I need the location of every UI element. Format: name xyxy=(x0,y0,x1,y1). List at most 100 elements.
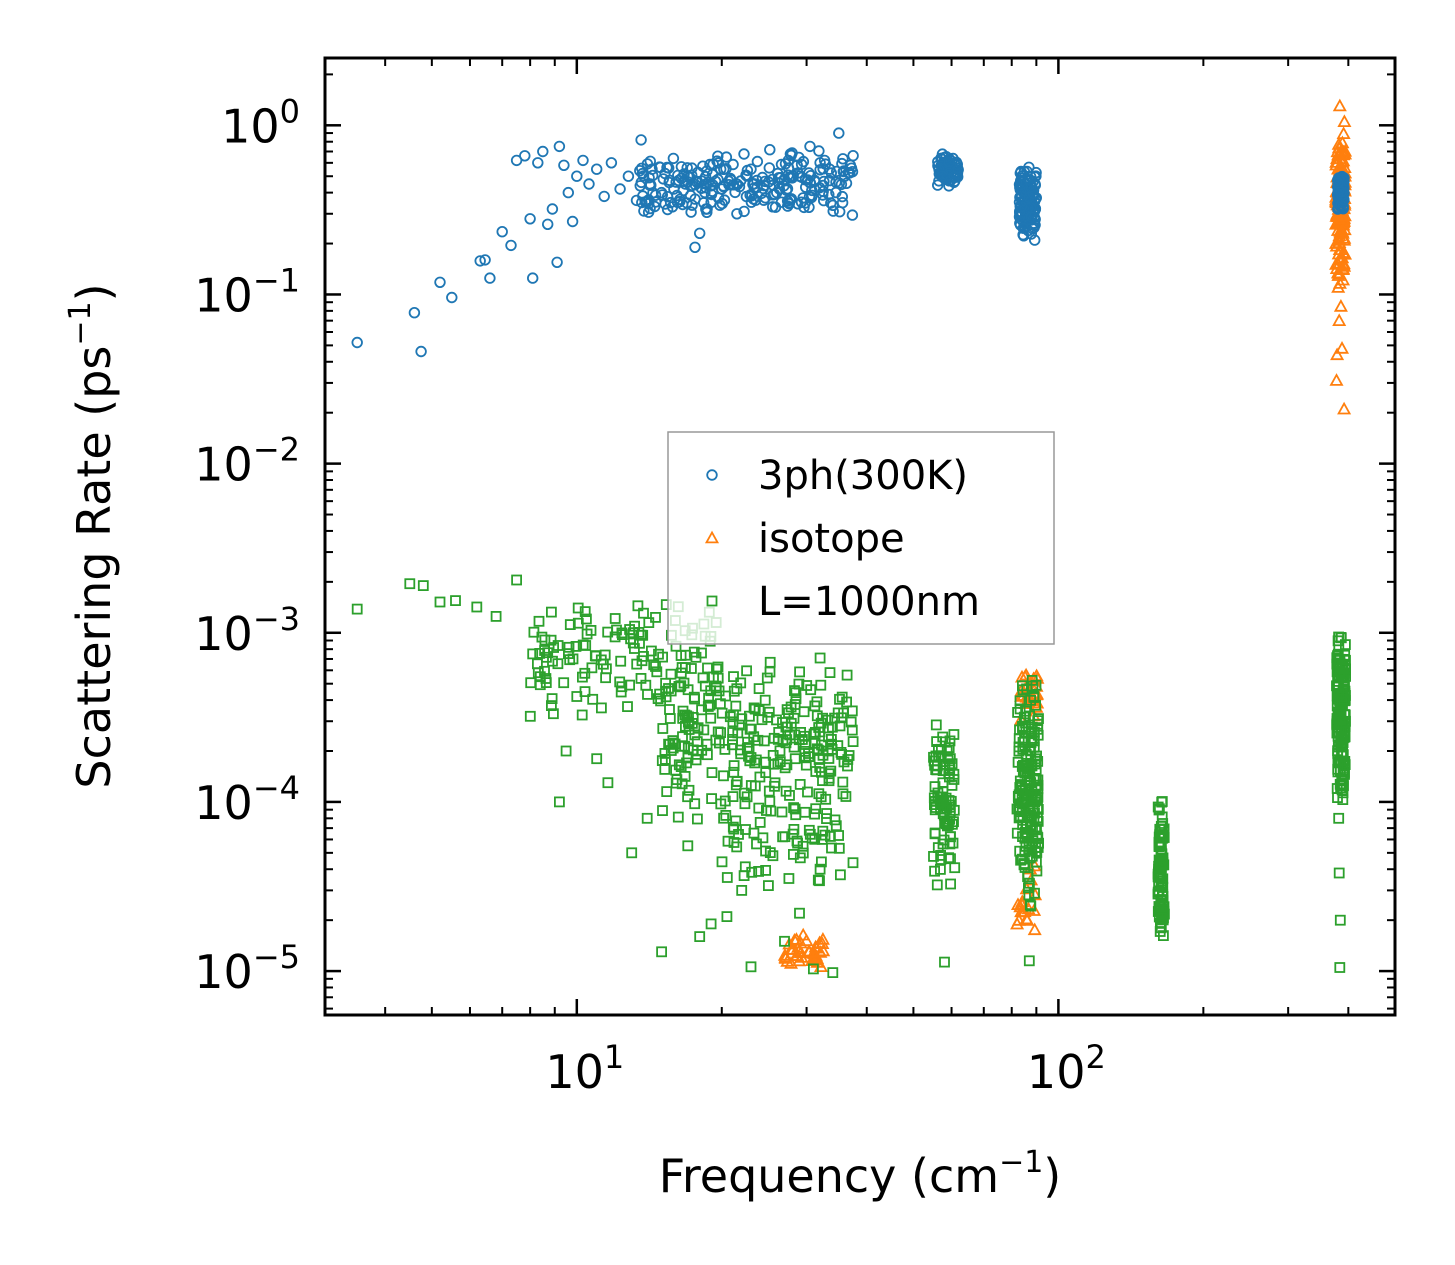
data-point xyxy=(624,679,635,691)
data-point xyxy=(1332,276,1347,289)
data-point xyxy=(638,607,649,619)
data-point xyxy=(788,802,799,813)
data-point xyxy=(656,946,667,958)
data-point xyxy=(1335,135,1350,149)
data-point xyxy=(723,178,735,191)
data-point xyxy=(581,613,592,625)
data-point xyxy=(836,691,848,703)
data-point xyxy=(1029,887,1040,899)
data-point xyxy=(752,734,764,746)
data-point xyxy=(701,738,713,750)
data-point xyxy=(784,790,795,801)
data-point xyxy=(686,199,698,211)
data-point xyxy=(764,795,776,807)
data-point xyxy=(1029,171,1041,183)
legend: 3ph(300K) isotope L=1000nm xyxy=(667,431,1055,645)
data-point xyxy=(1329,257,1344,270)
data-point xyxy=(1153,901,1165,912)
data-point xyxy=(790,693,802,705)
data-point xyxy=(760,865,771,876)
data-point xyxy=(1031,856,1042,868)
data-point xyxy=(739,787,750,799)
data-point xyxy=(598,658,609,670)
data-point xyxy=(1337,787,1349,799)
data-point xyxy=(446,291,458,304)
data-point xyxy=(434,596,446,608)
data-point xyxy=(837,776,849,788)
data-point xyxy=(1156,858,1168,869)
data-point xyxy=(783,707,794,719)
data-point xyxy=(648,659,660,671)
data-point xyxy=(762,176,775,188)
data-point xyxy=(653,648,664,660)
data-point xyxy=(579,667,591,679)
data-point xyxy=(943,156,955,168)
data-point xyxy=(635,134,647,146)
data-point xyxy=(563,641,575,653)
data-point xyxy=(754,817,766,828)
data-point xyxy=(1018,204,1030,216)
data-point xyxy=(635,673,647,684)
data-point xyxy=(629,643,640,654)
y-tick-label: 10−2 xyxy=(194,431,300,492)
data-point xyxy=(739,861,751,873)
data-point xyxy=(553,140,566,153)
data-point xyxy=(1015,854,1026,866)
data-point xyxy=(749,703,761,715)
data-point xyxy=(720,810,732,821)
data-point xyxy=(415,345,427,358)
data-point xyxy=(1014,703,1026,715)
data-point xyxy=(782,936,797,950)
data-point xyxy=(585,625,597,636)
data-point xyxy=(943,852,955,864)
data-point xyxy=(806,184,818,197)
data-point xyxy=(351,336,363,349)
data-point xyxy=(586,662,598,674)
data-point xyxy=(1012,707,1023,718)
data-point xyxy=(929,827,941,839)
legend-box xyxy=(667,431,1055,645)
data-point xyxy=(1031,779,1043,791)
data-point xyxy=(785,193,798,205)
data-point xyxy=(546,693,558,704)
data-point xyxy=(789,753,801,765)
data-point xyxy=(661,786,673,797)
data-point xyxy=(795,196,808,208)
data-point xyxy=(1332,242,1347,256)
data-point xyxy=(596,702,607,714)
data-point xyxy=(739,798,751,810)
data-point xyxy=(830,186,842,199)
data-point xyxy=(820,793,832,805)
data-point xyxy=(706,469,718,481)
data-point xyxy=(627,627,639,639)
data-point xyxy=(408,307,421,319)
data-point xyxy=(1024,899,1036,910)
data-point xyxy=(721,872,733,883)
data-point xyxy=(577,154,589,167)
data-point xyxy=(936,153,948,166)
data-point xyxy=(560,745,572,757)
data-point xyxy=(834,720,846,732)
data-point xyxy=(744,710,755,722)
data-point xyxy=(689,178,702,191)
data-point xyxy=(602,777,614,789)
data-point xyxy=(591,163,603,175)
y-tick-label: 10−4 xyxy=(194,769,300,830)
data-point xyxy=(783,873,795,884)
data-point xyxy=(1336,749,1347,760)
data-point xyxy=(817,775,828,786)
data-point xyxy=(706,595,718,607)
data-point xyxy=(783,956,799,969)
data-point xyxy=(811,710,823,722)
data-point xyxy=(794,779,806,790)
data-point xyxy=(719,795,731,807)
data-point xyxy=(948,729,960,740)
data-point xyxy=(657,805,668,816)
data-point xyxy=(938,809,950,821)
data-point xyxy=(932,179,944,191)
data-point xyxy=(653,161,666,173)
data-point xyxy=(814,762,826,773)
data-point xyxy=(1025,694,1036,706)
data-point xyxy=(746,866,758,878)
data-point xyxy=(816,739,827,751)
